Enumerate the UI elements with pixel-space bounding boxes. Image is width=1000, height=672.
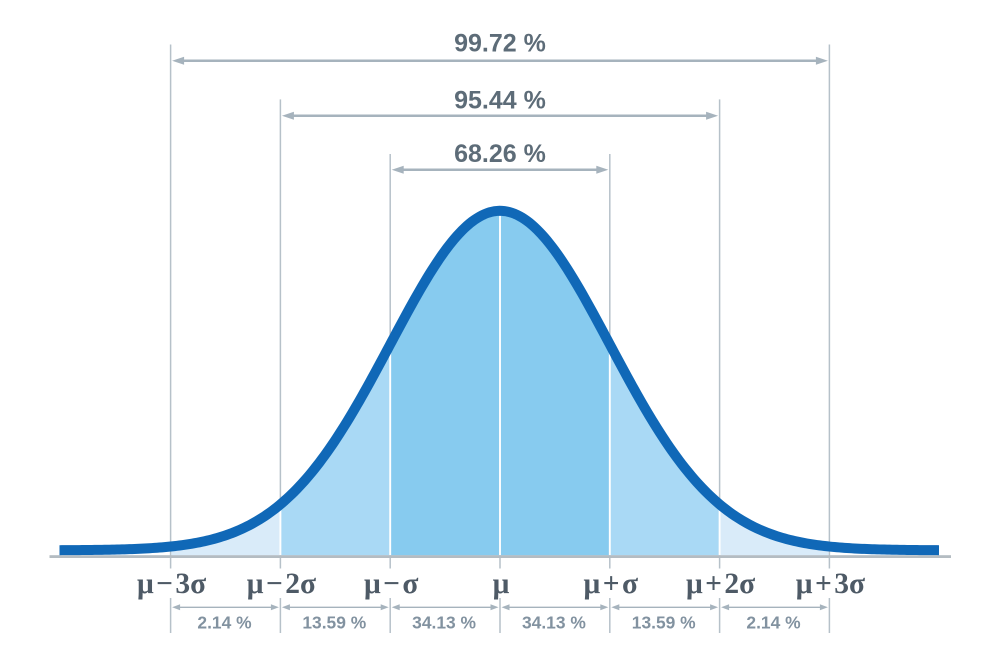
svg-text:μ + 3σ: μ + 3σ [796,568,865,600]
svg-text:2.14 %: 2.14 % [746,612,800,632]
svg-text:34.13 %: 34.13 % [412,612,476,632]
svg-text:34.13 %: 34.13 % [522,612,586,632]
svg-text:99.72 %: 99.72 % [454,30,546,58]
svg-text:μ − 2σ: μ − 2σ [247,568,316,600]
svg-text:95.44 %: 95.44 % [454,87,546,115]
svg-text:μ: μ [493,568,510,600]
svg-text:2.14 %: 2.14 % [197,612,251,632]
svg-text:13.59 %: 13.59 % [302,612,366,632]
svg-text:13.59 %: 13.59 % [632,612,696,632]
svg-text:μ − 3σ: μ − 3σ [137,568,206,600]
svg-text:68.26 %: 68.26 % [454,140,546,168]
svg-text:μ − σ: μ − σ [364,568,419,600]
svg-text:μ + σ: μ + σ [584,568,639,600]
svg-text:μ + 2σ: μ + 2σ [686,568,755,600]
